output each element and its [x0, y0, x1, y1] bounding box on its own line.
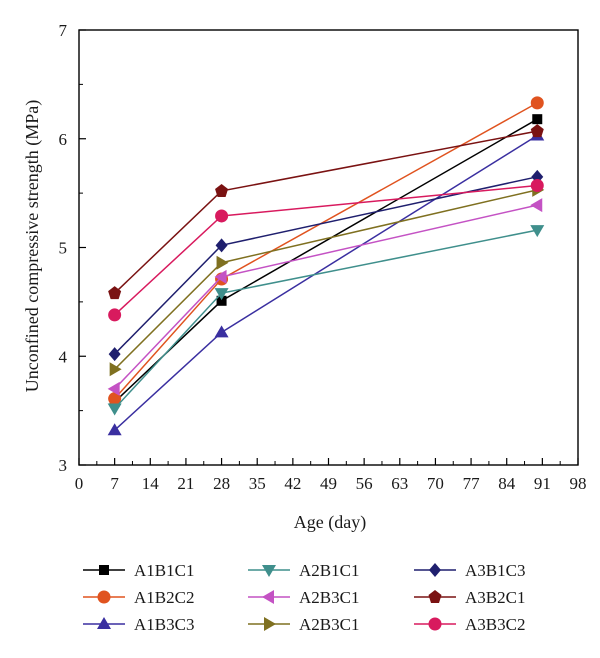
legend-label: A2B3C1 — [299, 615, 359, 634]
x-axis-title: Age (day) — [294, 512, 366, 533]
series-group — [108, 124, 544, 300]
data-point — [530, 198, 543, 213]
legend-marker — [97, 617, 111, 629]
legend-marker — [262, 590, 274, 604]
y-tick-label: 4 — [59, 347, 68, 366]
legend-label: A3B3C2 — [465, 615, 525, 634]
legend-marker — [428, 590, 442, 603]
data-point — [216, 255, 229, 270]
series-line — [114, 134, 538, 431]
series-group — [109, 114, 543, 407]
legend-marker — [264, 617, 276, 631]
legend-marker — [262, 565, 276, 577]
x-tick-label: 70 — [427, 474, 444, 493]
y-axis-title: Unconfined compressive strength (MPa) — [22, 100, 43, 392]
legend-item: A2B1C1 — [248, 561, 359, 580]
legend-marker — [97, 590, 111, 604]
series-group — [107, 225, 545, 416]
data-point — [108, 347, 121, 362]
data-point — [215, 238, 228, 253]
x-tick-label: 84 — [498, 474, 516, 493]
data-point — [530, 225, 545, 238]
plot-frame — [78, 29, 579, 466]
data-point — [109, 362, 122, 377]
data-point — [108, 308, 122, 322]
x-tick-label: 42 — [284, 474, 301, 493]
x-tick-label: 77 — [463, 474, 481, 493]
data-point — [532, 114, 543, 125]
series-line — [114, 118, 538, 403]
data-point — [530, 96, 544, 110]
x-tick-label: 21 — [177, 474, 194, 493]
series-group — [107, 198, 543, 396]
data-point — [108, 286, 122, 300]
legend-label: A1B3C3 — [134, 615, 194, 634]
x-tick-label: 35 — [249, 474, 266, 493]
data-point — [107, 423, 122, 436]
legend-label: A1B1C1 — [134, 561, 194, 580]
legend-label: A3B2C1 — [465, 588, 525, 607]
legend-item: A1B1C1 — [83, 561, 194, 580]
legend: A1B1C1 A1B2C2 A1B3C3 A2B1C1 A2B3C1 A2B3C1 A3B1… — [83, 561, 525, 634]
data-point — [107, 381, 120, 396]
x-tick-label: 28 — [213, 474, 230, 493]
legend-marker — [429, 563, 441, 577]
legend-item: A3B1C3 — [414, 561, 525, 580]
y-tick-label: 5 — [59, 239, 68, 258]
data-point — [215, 209, 229, 223]
legend-label: A2B1C1 — [299, 561, 359, 580]
data-point — [530, 179, 544, 193]
data-point — [216, 295, 227, 306]
x-tick-label: 49 — [320, 474, 337, 493]
legend-item: A2B3C1 — [248, 588, 359, 607]
data-point — [215, 183, 229, 197]
legend-marker — [428, 617, 442, 631]
data-point — [530, 124, 544, 138]
y-tick-label: 7 — [59, 21, 68, 40]
y-tick-label: 3 — [59, 456, 68, 475]
x-tick-label: 0 — [75, 474, 84, 493]
x-tick-label: 7 — [110, 474, 119, 493]
series-group — [109, 182, 545, 377]
series-group — [108, 169, 544, 362]
legend-item: A1B2C2 — [83, 588, 194, 607]
series-line — [114, 102, 538, 400]
legend-label: A1B2C2 — [134, 588, 194, 607]
data-point — [108, 392, 122, 406]
y-tick-label: 6 — [59, 130, 68, 149]
legend-item: A3B2C1 — [414, 588, 525, 607]
data-point — [214, 269, 227, 284]
x-tick-label: 98 — [570, 474, 587, 493]
legend-item: A2B3C1 — [248, 615, 359, 634]
legend-item: A1B3C3 — [83, 615, 194, 634]
data-point — [214, 325, 229, 338]
x-tick-label: 56 — [356, 474, 373, 493]
series-group — [108, 179, 544, 322]
legend-marker — [99, 565, 109, 575]
data-point — [214, 288, 229, 301]
legend-label: A2B3C1 — [299, 588, 359, 607]
series-group — [107, 128, 545, 436]
x-tick-label: 63 — [391, 474, 408, 493]
x-tick-label: 14 — [142, 474, 160, 493]
series-layer — [107, 96, 545, 436]
legend-label: A3B1C3 — [465, 561, 525, 580]
legend-item: A3B3C2 — [414, 615, 525, 634]
data-point — [107, 403, 122, 416]
x-tick-label: 91 — [534, 474, 551, 493]
